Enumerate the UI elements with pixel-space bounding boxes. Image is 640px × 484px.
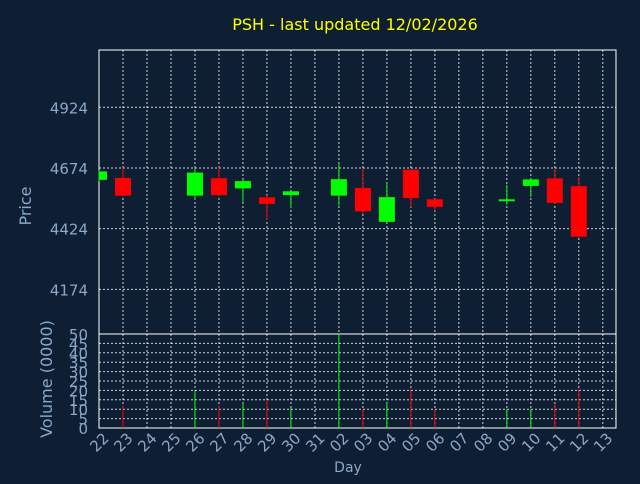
volume-tick-label: 15 [69, 392, 88, 410]
volume-tick-label: 50 [69, 326, 88, 344]
candle-body [522, 179, 539, 186]
candle-body [330, 179, 347, 196]
candle-body [546, 178, 563, 203]
price-tick-label: 4674 [50, 160, 88, 178]
x-tick-label: 27 [206, 429, 232, 455]
x-tick-label: 08 [470, 429, 496, 455]
volume-tick-label: 5 [78, 411, 88, 429]
x-tick-label: 05 [398, 429, 424, 455]
price-axis-label: Price [16, 186, 35, 225]
x-tick-label: 11 [542, 429, 568, 455]
price-tick-label: 4174 [50, 281, 88, 299]
candle-body [354, 187, 371, 212]
volume-tick-label: 25 [69, 373, 88, 391]
price-panel: 4174 4424 4674 4924 [50, 49, 617, 335]
x-tick-label: 28 [230, 429, 256, 455]
candle-body [234, 181, 251, 189]
volume-tick-label: 30 [69, 364, 88, 382]
x-tick-label: 23 [110, 429, 136, 455]
x-tick-label: 03 [350, 429, 376, 455]
volume-tick-label: 0 [78, 420, 88, 438]
x-tick-label: 07 [446, 429, 472, 455]
x-tick-label: 13 [590, 429, 616, 455]
candle-body [186, 172, 203, 196]
candle-body [99, 171, 107, 180]
x-tick-label: 26 [182, 429, 208, 455]
chart-title: PSH - last updated 12/02/2026 [232, 15, 478, 34]
volume-frame [98, 333, 617, 429]
x-tick-label: 10 [518, 429, 544, 455]
volume-axis-label: Volume (0000) [37, 320, 56, 438]
candle-body [498, 199, 515, 202]
volume-tick-label: 45 [69, 335, 88, 353]
candle-body [378, 197, 395, 222]
x-tick-label: 30 [278, 429, 304, 455]
x-tick-label: 04 [374, 429, 400, 455]
price-tick-label: 4424 [50, 221, 88, 239]
candle-body [402, 169, 419, 199]
volume-panel: 0510152025303540455022232425262728293031… [69, 326, 617, 456]
x-tick-label: 24 [134, 429, 160, 455]
volume-tick-label: 40 [69, 345, 88, 363]
candle-body [258, 197, 275, 204]
candle-body [114, 177, 131, 196]
x-tick-label: 25 [158, 429, 184, 455]
x-tick-label: 02 [326, 429, 352, 455]
x-tick-label: 29 [254, 429, 280, 455]
volume-tick-label: 10 [69, 401, 88, 419]
x-tick-label: 09 [494, 429, 520, 455]
volume-tick-label: 20 [69, 382, 88, 400]
candle-body [210, 178, 227, 196]
volume-tick-label: 35 [69, 354, 88, 372]
x-tick-label: 31 [302, 429, 328, 455]
candle-body [282, 191, 299, 196]
x-axis-label: Day [334, 460, 362, 476]
x-tick-label: 06 [422, 429, 448, 455]
candle-body [570, 186, 587, 237]
price-tick-label: 4924 [50, 99, 88, 117]
x-tick-label: 22 [86, 429, 112, 455]
candle-body [426, 199, 443, 207]
x-tick-label: 12 [566, 429, 592, 455]
